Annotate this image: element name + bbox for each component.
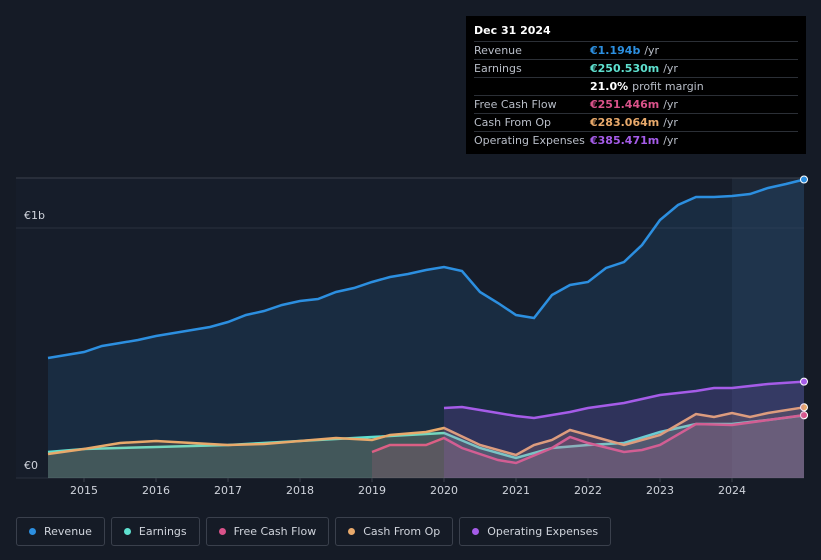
legend-swatch [123,528,131,535]
legend-swatch [218,528,226,535]
series-line [443,380,805,420]
y-tick-label: €0 [24,459,38,472]
tooltip-label: Cash From Op [474,116,552,129]
legend-item[interactable]: Cash From Op [335,517,454,546]
series-area [444,381,804,478]
tooltip-label: Free Cash Flow [474,98,557,111]
tooltip-value: €251.446m [590,98,660,111]
tooltip-unit: /yr [663,62,678,75]
x-tick-label: 2015 [70,484,98,497]
tooltip-unit: /yr [663,116,678,129]
tooltip-unit: /yr [644,44,660,57]
legend-item[interactable]: Operating Expenses [459,517,612,546]
series-line [371,413,805,465]
tooltip-row: Earnings €250.530m/yr [474,59,798,77]
tooltip-label: Earnings [474,62,522,75]
tooltip-row: Revenue €1.194b/yr [474,41,798,59]
x-tick-label: 2016 [142,484,170,497]
tooltip-label: Operating Expenses [474,134,585,147]
tooltip-value: €1.194b [590,44,641,57]
tooltip: Dec 31 2024 Revenue €1.194b/yr Earnings €25… [466,16,806,154]
legend: Revenue Earnings Free Cash Flow Cash From O… [16,517,612,546]
tooltip-label: Revenue [474,44,522,57]
tooltip-row: Free Cash Flow €251.446m/yr [474,95,798,113]
series-area [48,407,804,478]
tooltip-unit: profit margin [632,80,704,93]
tooltip-value: €385.471m [590,134,660,147]
legend-swatch [29,528,36,535]
legend-item[interactable]: Earnings [110,517,200,546]
tooltip-value: 21.0% [590,80,629,93]
legend-swatch [348,528,356,535]
tooltip-unit: /yr [663,98,678,111]
legend-swatch [472,528,480,535]
tooltip-date: Dec 31 2024 [474,24,551,37]
tooltip-row: Operating Expenses €385.471m/yr [474,131,798,149]
series-end-dot [800,377,808,386]
x-tick-label: 2022 [574,484,602,497]
legend-item[interactable]: Free Cash Flow [205,517,330,546]
series-line [47,178,805,360]
legend-label: Free Cash Flow [233,525,317,538]
series-area [48,415,804,478]
tooltip-value: €283.064m [590,116,660,129]
legend-label: Earnings [138,525,187,538]
x-tick-label: 2023 [646,484,674,497]
series-end-dot [800,175,808,184]
tooltip-row: 21.0% profit margin [474,77,798,95]
legend-label: Revenue [44,525,92,538]
series-end-dot [800,411,808,420]
x-tick-label: 2020 [430,484,458,497]
x-tick-label: 2019 [358,484,386,497]
x-tick-label: 2017 [214,484,242,497]
legend-label: Operating Expenses [487,525,599,538]
tooltip-value: €250.530m [590,62,660,75]
legend-item[interactable]: Revenue [16,517,105,546]
x-tick-label: 2018 [286,484,314,497]
tooltip-row: Cash From Op €283.064m/yr [474,113,798,131]
x-tick-label: 2024 [718,484,746,497]
series-area [372,415,804,478]
legend-label: Cash From Op [363,525,441,538]
series-end-dot [800,403,808,412]
y-tick-label: €1b [24,209,45,222]
x-tick-label: 2021 [502,484,530,497]
tooltip-unit: /yr [663,134,678,147]
series-line [47,406,805,457]
